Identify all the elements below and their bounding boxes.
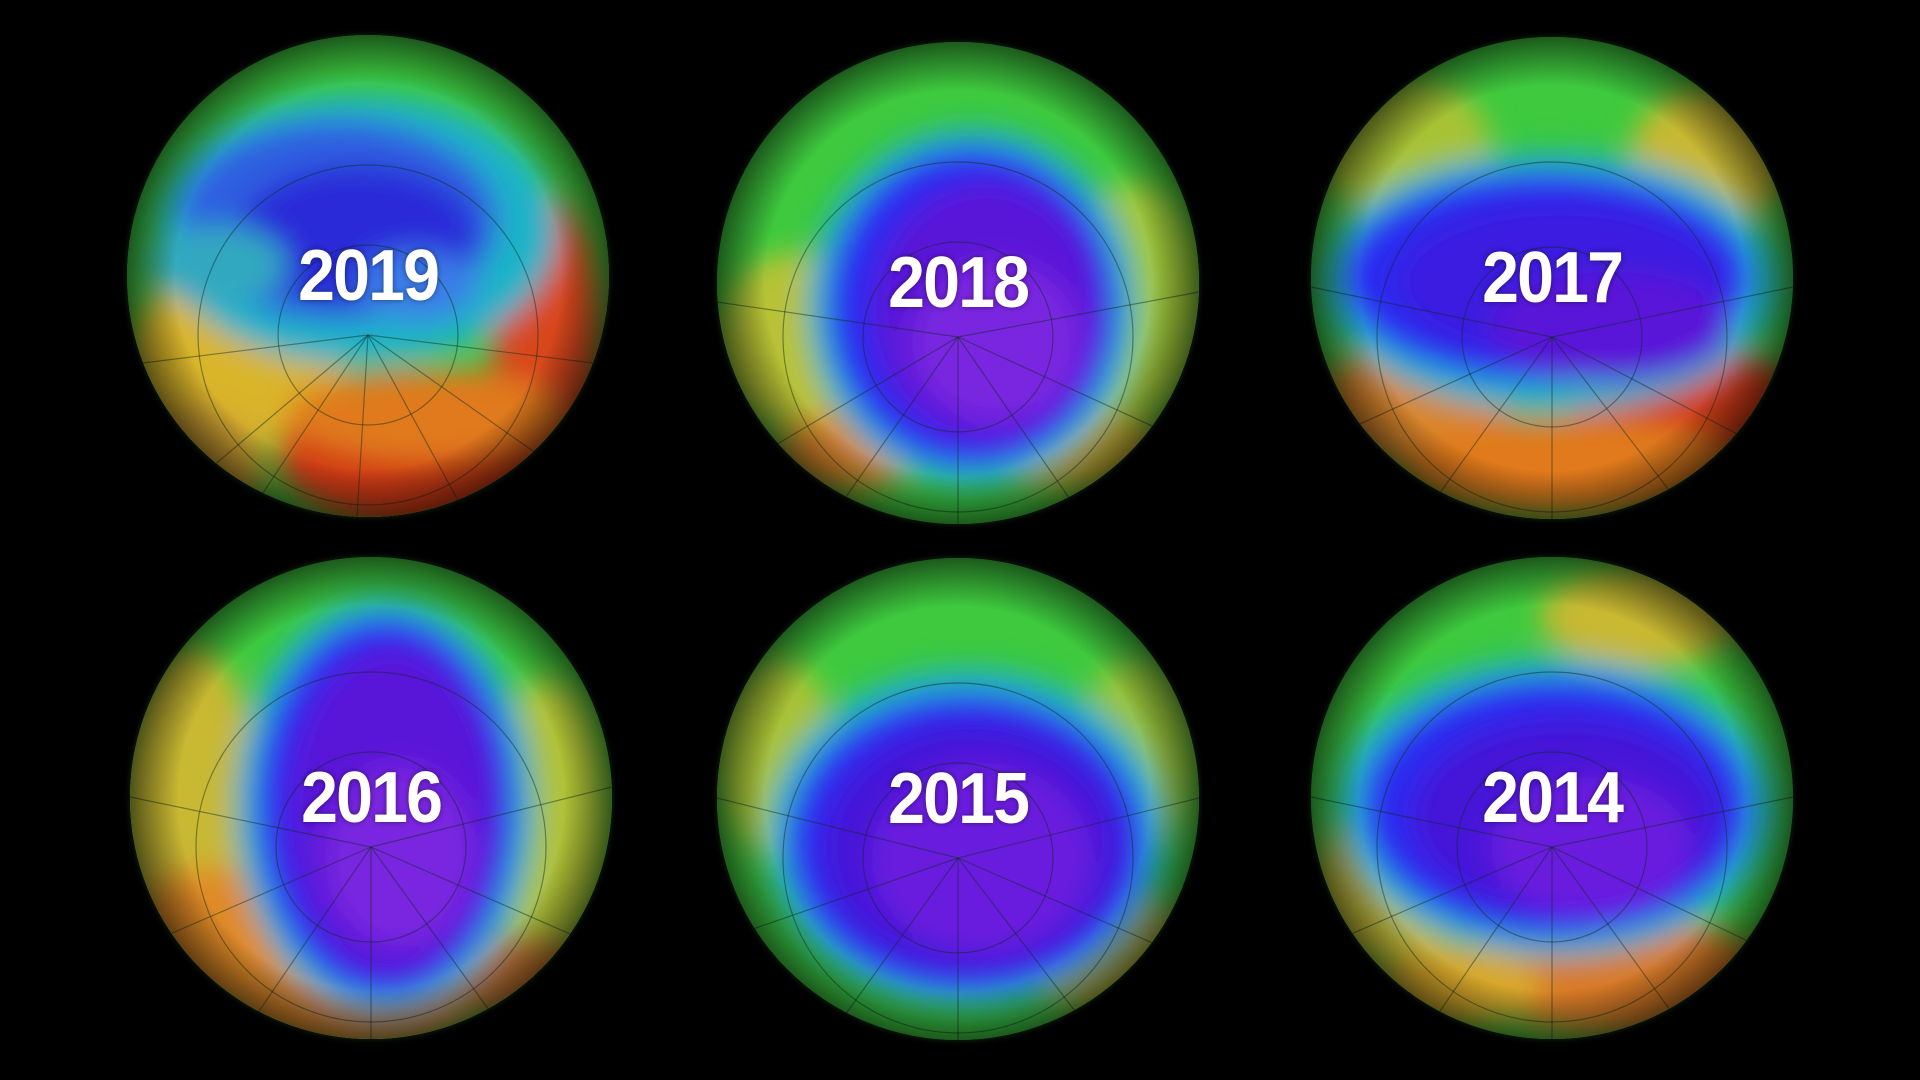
ozone-map-2016 <box>130 557 612 1039</box>
ozone-map-2019 <box>127 35 609 517</box>
ozone-globe-2016: 2016 <box>130 557 612 1039</box>
ozone-globe-2014: 2014 <box>1311 557 1793 1039</box>
ozone-globe-2019: 2019 <box>127 35 609 517</box>
year-label: 2018 <box>887 243 1030 323</box>
year-label: 2017 <box>1481 238 1624 318</box>
year-label: 2015 <box>887 759 1030 839</box>
ozone-map-2014 <box>1311 557 1793 1039</box>
ozone-globe-2017: 2017 <box>1311 37 1793 519</box>
ozone-globe-2015: 2015 <box>717 558 1199 1040</box>
year-label: 2014 <box>1481 758 1624 838</box>
year-label: 2019 <box>297 236 440 316</box>
ozone-map-2015 <box>717 558 1199 1040</box>
year-label: 2016 <box>300 758 443 838</box>
ozone-globe-2018: 2018 <box>717 42 1199 524</box>
ozone-map-2017 <box>1311 37 1793 519</box>
ozone-map-2018 <box>717 42 1199 524</box>
